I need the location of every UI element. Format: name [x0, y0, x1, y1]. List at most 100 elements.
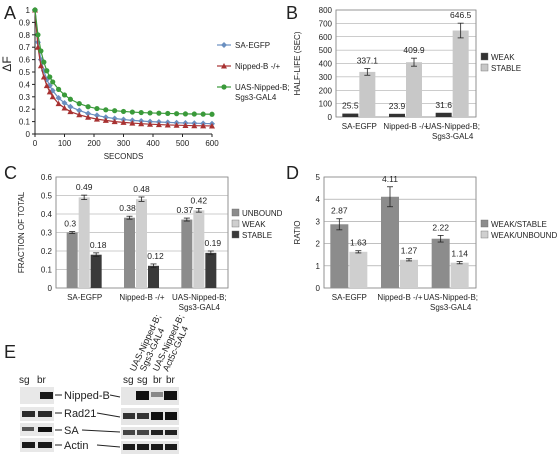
chart-a-point: [164, 121, 171, 128]
chart-a-legend-marker: [221, 63, 227, 69]
chartD-y-axis-label: RATIO: [293, 221, 302, 245]
chartB-y-tick-label: 800: [319, 6, 333, 15]
chart-a-x-tick-label: 300: [117, 139, 131, 148]
blot-left-strip-nipped-b: [20, 387, 54, 404]
chartB-legend-swatch: [480, 63, 489, 72]
blot-left-strip-rad21: [20, 407, 54, 421]
blot-left-band-sa-2: [38, 427, 52, 432]
blot-left-strip-sa: [20, 423, 54, 436]
chart-a-x-tick-label: 200: [87, 139, 101, 148]
chartB-category-label: SA-EGFP: [342, 122, 377, 131]
chart-a-y-tick-label: 0.1: [19, 118, 31, 127]
chart-a-point: [85, 114, 92, 120]
blot-right-band-actin-4: [165, 444, 177, 450]
blot-right-band-sa-1: [123, 430, 135, 435]
chart-a-point: [129, 109, 135, 115]
blot-right-lane-3: br: [153, 375, 163, 386]
chartB-y-tick-label: 200: [319, 86, 333, 95]
chartC-y-tick-label: 0.2: [41, 247, 53, 256]
chart-a-point: [76, 111, 83, 118]
chartC-bar-stable: [90, 254, 102, 288]
blot-left-band-actin-1: [22, 442, 35, 448]
connector-nipped-b-right: [109, 394, 121, 398]
chartD-bar-weak-unbound: [349, 251, 368, 288]
chart-a-point: [111, 115, 118, 122]
blot-right-lane-2: sg: [137, 375, 148, 386]
chart-a-point: [182, 122, 189, 128]
chart-a-point: [43, 82, 50, 89]
chartD-bar-weak-stable: [381, 196, 399, 288]
chart-a-point: [129, 120, 136, 126]
chartB-bar-weak: [342, 113, 359, 117]
blot-right-strip-sa: [121, 427, 179, 439]
chart-a-legend-label: Nipped-B -/+: [235, 62, 280, 71]
chart-a-y-axis-label: ΔF: [0, 56, 14, 71]
chart-a-point: [191, 111, 197, 117]
chartC-bar-unbound: [181, 219, 193, 288]
band-label-rad21: Rad21: [64, 408, 96, 420]
chartB-data-label: 337.1: [357, 56, 379, 66]
chart-a-y-tick-label: 0.5: [19, 68, 31, 77]
chartD-y-tick-label: 5: [316, 173, 321, 182]
chart-a-point: [50, 79, 56, 85]
chartD-data-label: 2.22: [432, 222, 449, 232]
chart-a-point: [138, 109, 144, 116]
chartC-bar-unbound: [124, 217, 135, 288]
connector-rad21-right: [96, 412, 121, 418]
chart-a-y-tick-label: 0.2: [19, 105, 31, 114]
chart-a-point: [61, 104, 68, 111]
chartC-bar-stable: [148, 265, 159, 288]
chartC-bar-unbound: [66, 232, 78, 288]
chartD-data-label: 2.87: [331, 206, 348, 216]
chart-a-point: [173, 122, 180, 128]
chart-a-legend-marker: [221, 84, 227, 90]
chart-a-point: [85, 104, 91, 110]
chart-d-ratio-bars: 0 1 2 3 4 5 RATIO 2.87 1.63 SA-EGFP 4.11 1.27 Nipped…: [293, 173, 557, 312]
chart-a-y-tick-label: 0.7: [19, 43, 31, 52]
chartC-y-tick-label: 0.6: [41, 173, 53, 182]
chart-a-point: [112, 108, 118, 114]
chart-a-point: [209, 122, 215, 129]
chart-a-point: [38, 48, 44, 54]
chartC-data-label: 0.19: [205, 238, 222, 248]
chart-a-point: [61, 92, 68, 98]
blot-left-band-sa-1: [22, 427, 34, 431]
chartC-data-label: 0.37: [177, 205, 194, 215]
blot-right-band-nipped-b-1: [136, 391, 149, 400]
chart-a-point: [147, 110, 153, 116]
chartC-data-label: 0.18: [90, 240, 107, 250]
chartB-data-label: 23.9: [389, 101, 406, 111]
chart-a-x-axis-label: SECONDS: [104, 152, 144, 161]
chartD-category-label: Sgs3-GAL4: [430, 303, 472, 312]
chartC-y-tick-label: 0.3: [41, 229, 53, 238]
chart-a-point: [56, 86, 62, 92]
chart-a-y-tick-label: 0.8: [19, 31, 31, 40]
chartC-legend-swatch: [231, 208, 240, 217]
chart-a-point: [44, 68, 50, 74]
blot-right-band-rad21-1: [123, 413, 135, 419]
chart-a-point: [32, 7, 38, 13]
chartC-data-label: 0.49: [76, 182, 93, 192]
blot-left-band-nipped-b: [40, 392, 53, 399]
chart-a-line: 0 0.1 0.2 0.3 0.4 0.5 0.6 0.7 0.8 0.9 1 0 100 200 300 4…: [0, 6, 290, 161]
chart-c-fraction-bars: 0 0.1 0.2 0.3 0.4 0.5 0.6 FRACTION OF TOTAL 0.3 0…: [17, 173, 283, 312]
chart-a-point: [67, 108, 74, 115]
chart-a-point: [49, 93, 56, 100]
band-label-actin: Actin: [64, 440, 88, 452]
blot-right-band-rad21-3: [151, 412, 163, 420]
blot-right-band-sa-3: [151, 430, 163, 435]
chart-a-point: [40, 73, 47, 80]
chartC-legend-swatch: [231, 219, 240, 228]
chartC-data-label: 0.12: [147, 251, 164, 261]
panel-letter-d: D: [286, 163, 299, 183]
western-blot-e: sg br Nipped-B Rad21 SA Actin UAS-Nipped…: [19, 313, 190, 454]
chartC-category-label: Sgs3-GAL4: [179, 303, 221, 312]
chartC-bar-stable: [205, 252, 217, 288]
blot-right-band-actin-2: [137, 444, 149, 450]
chart-a-point: [120, 119, 127, 125]
blot-left-band-rad21-1: [22, 411, 35, 417]
chartB-y-tick-label: 600: [319, 33, 333, 42]
chartD-y-tick-label: 2: [316, 240, 321, 249]
chartD-category-label: Nipped-B -/+: [377, 293, 422, 302]
blot-right-lane-1: sg: [123, 375, 134, 386]
